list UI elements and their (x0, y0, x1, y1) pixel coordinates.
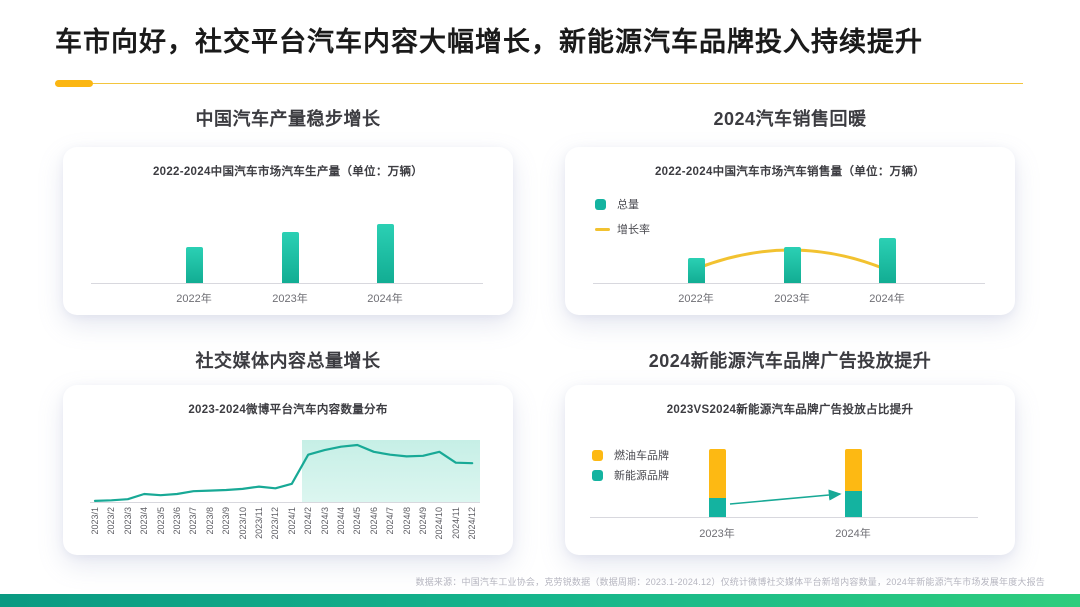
x-tick-label: 2023/3 (122, 507, 133, 535)
x-tick-label: 2023/9 (221, 507, 232, 535)
total-swatch-wrap (595, 198, 611, 210)
sales-legend-label-growth: 增长率 (617, 224, 650, 236)
ads-fuel-bar-2024年 (844, 449, 862, 491)
production-plot: 2022年 2023年 2024年 (63, 147, 513, 315)
sales-legend: 总量 增长率 (595, 196, 650, 246)
social-card: 2023-2024微博平台汽车内容数量分布 2023/1 2023/2 2023/3… (63, 385, 513, 555)
x-tick-label: 2024/9 (418, 507, 428, 535)
x-tick-label: 2023/7 (188, 507, 199, 535)
sales-legend-item-total: 总量 (595, 196, 650, 212)
social-section-title: 社交媒体内容总量增长 (195, 351, 381, 371)
x-tick-label: 2023/1 (90, 507, 100, 535)
section-social: 社交媒体内容总量增长 2023-2024微博平台汽车内容数量分布 2023/1 2… (63, 340, 513, 555)
nev-swatch-wrap (592, 469, 608, 481)
x-tick-label: 2024/8 (401, 507, 412, 535)
x-tick-label: 2024/12 (467, 507, 478, 540)
section-sales: 2024汽车销售回暖 2022-2024中国汽车市场汽车销售量（单位：万辆） 总… (565, 100, 1015, 315)
bottom-accent-bar (0, 594, 1080, 607)
section-ads: 2024新能源汽车品牌广告投放提升 2023VS2024新能源汽车品牌广告投放占… (565, 340, 1015, 555)
x-tick-label: 2023/12 (270, 507, 281, 540)
total-square-icon (595, 198, 606, 210)
x-tick-label: 2023/2 (106, 507, 117, 535)
section-production: 中国汽车产量稳步增长 2022-2024中国汽车市场汽车生产量（单位：万辆） 2… (63, 100, 513, 315)
x-tick-label: 2024/10 (434, 507, 445, 540)
sales-bar-2022年 (687, 258, 705, 283)
ads-legend-item-nev: 新能源品牌 (592, 467, 669, 483)
production-bar-2023年 (281, 232, 299, 283)
x-tick-label: 2024/5 (352, 507, 363, 535)
production-bar-2024年 (376, 224, 394, 283)
ads-legend-label-fuel: 燃油车品牌 (614, 450, 669, 462)
x-tick-label: 2023/5 (155, 507, 166, 535)
title-underline-accent (55, 80, 93, 87)
x-tick-label: 2024/7 (385, 507, 396, 535)
ads-card: 2023VS2024新能源汽车品牌广告投放占比提升 燃油车品牌 新能源品牌 (565, 385, 1015, 555)
sales-bar-2024年 (878, 238, 896, 283)
x-tick-label: 2024/6 (368, 507, 379, 535)
x-tick-label: 2022年 (176, 293, 212, 305)
sales-chart-title: 2022-2024中国汽车市场汽车销售量（单位：万辆） (654, 166, 926, 178)
x-tick-label: 2024/1 (286, 507, 297, 535)
x-tick-label: 2023/6 (172, 507, 182, 535)
social-chart-title: 2023-2024微博平台汽车内容数量分布 (188, 404, 388, 416)
social-highlight-band (302, 440, 480, 502)
ads-chart-title: 2023VS2024新能源汽车品牌广告投放占比提升 (666, 404, 914, 416)
x-tick-label: 2023/8 (204, 507, 215, 535)
ads-legend-item-fuel: 燃油车品牌 (592, 447, 669, 463)
x-tick-label: 2023/11 (254, 507, 264, 539)
x-tick-label: 2023/10 (237, 507, 248, 540)
growth-line-icon (595, 227, 610, 231)
ads-x-axis (590, 517, 978, 518)
x-tick-label: 2023/4 (139, 507, 150, 535)
data-source-note: 数据来源：中国汽车工业协会，克劳锐数据（数据周期：2023.1-2024.12）… (415, 577, 1045, 587)
sales-section-title: 2024汽车销售回暖 (713, 109, 867, 129)
ads-fuel-bar-2023年 (708, 449, 726, 498)
fuel-square-icon (592, 449, 603, 461)
x-tick-label: 2022年 (678, 293, 714, 305)
x-tick-label: 2024/4 (336, 507, 346, 535)
ads-legend-label-nev: 新能源品牌 (614, 470, 669, 482)
title-underline-line (55, 83, 1023, 85)
x-tick-label: 2024年 (869, 293, 905, 305)
growth-swatch-wrap (595, 227, 611, 231)
production-chart-title: 2022-2024中国汽车市场汽车生产量（单位：万辆） (152, 166, 424, 178)
sales-legend-item-growth: 增长率 (595, 221, 650, 237)
x-tick-label: 2023年 (699, 528, 735, 540)
sales-x-axis (593, 283, 985, 284)
fuel-swatch-wrap (592, 449, 608, 461)
production-section-title: 中国汽车产量稳步增长 (195, 109, 381, 129)
x-tick-label: 2024/3 (319, 507, 330, 535)
ads-nev-bar-2023年 (708, 498, 726, 517)
production-card: 2022-2024中国汽车市场汽车生产量（单位：万辆） 2022年 2023年 20… (63, 147, 513, 315)
x-tick-label: 2024/2 (303, 507, 314, 535)
x-tick-label: 2024年 (835, 528, 871, 540)
x-tick-label: 2023年 (272, 293, 308, 305)
production-x-axis (91, 283, 483, 284)
social-plot: 2023/1 2023/2 2023/3 2023/4 2023/5 2023/6 2023… (63, 385, 513, 555)
x-tick-label: 2024/11 (450, 507, 461, 539)
x-tick-label: 2023年 (774, 293, 810, 305)
sales-plot: 总量 增长率 2022年 2023年 2024年 (565, 147, 1015, 315)
ads-plot: 燃油车品牌 新能源品牌 2023年 2024年 (565, 385, 1015, 555)
ads-legend: 燃油车品牌 新能源品牌 (592, 447, 669, 492)
ads-section-title: 2024新能源汽车品牌广告投放提升 (648, 351, 932, 371)
production-bar-2022年 (185, 247, 203, 283)
page-title: 车市向好，社交平台汽车内容大幅增长，新能源汽车品牌投入持续提升 (55, 27, 923, 57)
social-x-axis (90, 502, 480, 503)
x-tick-label: 2024年 (367, 293, 403, 305)
ads-nev-bar-2024年 (844, 491, 862, 517)
sales-card: 2022-2024中国汽车市场汽车销售量（单位：万辆） 总量 增长率 20 (565, 147, 1015, 315)
title-underline (55, 80, 1023, 87)
sales-bar-2023年 (783, 247, 801, 283)
sales-legend-label-total: 总量 (617, 199, 639, 211)
nev-square-icon (592, 469, 603, 481)
